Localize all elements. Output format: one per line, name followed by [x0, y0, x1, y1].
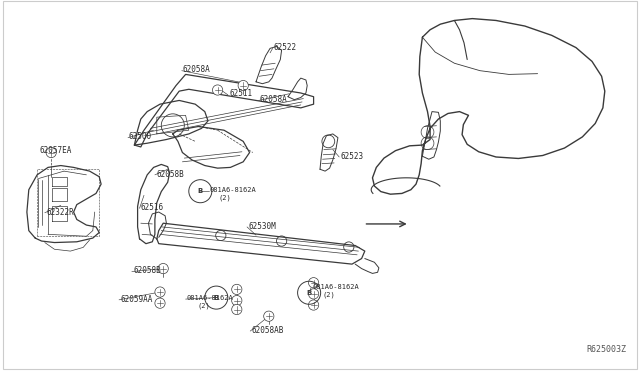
- Text: B: B: [198, 188, 203, 194]
- Circle shape: [232, 304, 242, 315]
- Circle shape: [264, 311, 274, 321]
- Text: (2): (2): [197, 302, 210, 309]
- Text: 62058B: 62058B: [133, 266, 161, 275]
- Circle shape: [212, 85, 223, 95]
- Text: 62058B: 62058B: [156, 170, 184, 179]
- Circle shape: [232, 284, 242, 295]
- Text: 62058A: 62058A: [182, 65, 210, 74]
- Text: 62522: 62522: [274, 43, 297, 52]
- Text: 62511: 62511: [229, 89, 252, 98]
- Circle shape: [155, 287, 165, 297]
- Text: 081A6-8162A: 081A6-8162A: [187, 295, 234, 301]
- Text: 62500: 62500: [128, 132, 151, 141]
- Text: (2): (2): [219, 195, 232, 201]
- Circle shape: [232, 295, 242, 306]
- Circle shape: [308, 278, 319, 288]
- Text: 62530M: 62530M: [248, 222, 276, 231]
- Text: (2): (2): [323, 291, 335, 298]
- Circle shape: [158, 263, 168, 274]
- Circle shape: [46, 147, 56, 158]
- Text: B: B: [307, 290, 312, 296]
- Text: B: B: [214, 295, 219, 301]
- Text: 62322R: 62322R: [46, 208, 74, 217]
- Text: 62523: 62523: [340, 153, 364, 161]
- Text: 081A6-8162A: 081A6-8162A: [210, 187, 257, 193]
- Circle shape: [155, 298, 165, 308]
- Text: 62058AB: 62058AB: [252, 326, 284, 335]
- Circle shape: [238, 80, 248, 91]
- Circle shape: [308, 289, 319, 299]
- Text: R625003Z: R625003Z: [586, 345, 626, 354]
- Circle shape: [308, 300, 319, 310]
- Text: 081A6-8162A: 081A6-8162A: [312, 284, 359, 290]
- Text: 62059AA: 62059AA: [120, 295, 153, 304]
- Text: 62057EA: 62057EA: [40, 146, 72, 155]
- Text: 62516: 62516: [141, 203, 164, 212]
- Text: 62058A: 62058A: [260, 95, 287, 104]
